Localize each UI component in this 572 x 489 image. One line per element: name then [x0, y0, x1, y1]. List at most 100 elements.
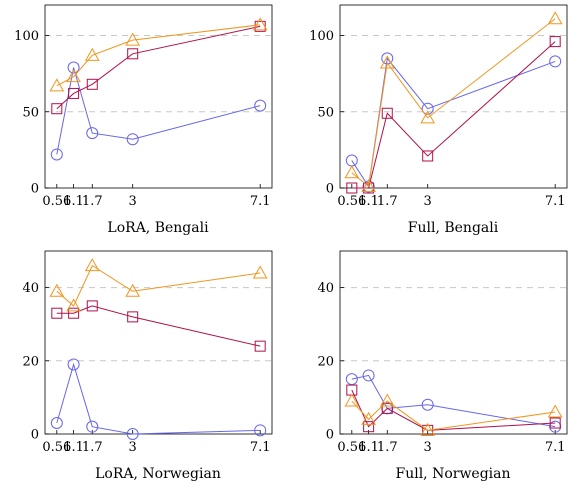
gridlines: [340, 35, 567, 189]
data-point-square: [549, 36, 561, 48]
x-tick-label: 3: [424, 440, 432, 455]
data-point-circle: [126, 133, 139, 146]
y-tick-label: 20: [22, 354, 39, 369]
panel-title: Full, Bengali: [408, 220, 499, 236]
data-point-triangle: [66, 69, 81, 83]
x-tick-label: 1.7: [377, 194, 398, 209]
data-point-circle: [362, 369, 375, 382]
data-point-triangle: [420, 110, 436, 124]
data-point-triangle: [361, 411, 376, 425]
y-tick-label: 0: [31, 428, 39, 443]
data-point-triangle: [252, 265, 268, 279]
plot-frame: [339, 250, 568, 435]
series-line-red: [351, 41, 556, 189]
data-point-triangle: [547, 11, 563, 25]
plot-frame: [44, 4, 273, 189]
y-tick-label: 40: [317, 281, 334, 296]
data-point-circle: [254, 99, 267, 112]
panel-title: Full, Norwegian: [395, 466, 510, 482]
data-point-triangle: [379, 55, 395, 69]
x-tick-labels: 0.561.11.7 3 7.1: [42, 440, 270, 455]
x-tick-labels: 0.561.11.7 3 7.1: [337, 440, 565, 455]
y-tick-label: 50: [317, 105, 334, 120]
series-line-orange: [56, 24, 261, 87]
data-point-circle: [126, 428, 139, 440]
data-point-circle: [421, 102, 434, 115]
series-line-red: [351, 389, 556, 431]
data-point-circle: [67, 61, 80, 74]
y-tick-label: 100: [14, 29, 39, 44]
gridlines: [45, 35, 272, 189]
y-tick-labels: 0 20 40: [317, 281, 334, 442]
data-point-triangle: [379, 393, 395, 407]
x-tick-label: 1.1: [358, 440, 379, 455]
x-tick-label: 7.1: [250, 440, 271, 455]
y-tick-label: 0: [326, 182, 334, 197]
x-tick-label: 7.1: [545, 440, 566, 455]
series-line-blue: [351, 374, 556, 428]
series-line-orange: [351, 400, 556, 431]
x-tick-label: 0.56: [337, 194, 366, 209]
data-point-square: [363, 421, 375, 433]
data-point-circle: [50, 417, 63, 430]
x-tick-label: 1.1: [63, 194, 84, 209]
plot-frame: [44, 250, 273, 435]
series-line-blue: [56, 362, 261, 435]
x-tick-label: 3: [129, 194, 137, 209]
data-point-triangle: [125, 283, 141, 297]
data-point-square: [86, 300, 98, 312]
panel-title: LoRA, Bengali: [107, 220, 209, 236]
data-point-square: [68, 87, 80, 99]
series-line-orange: [56, 264, 261, 307]
x-tick-label: 0.56: [42, 440, 71, 455]
x-tick-label: 7.1: [250, 194, 271, 209]
x-tick-label: 3: [129, 440, 137, 455]
data-point-square: [346, 182, 358, 194]
y-tick-label: 50: [22, 105, 39, 120]
series-layer: [49, 17, 268, 161]
data-point-circle: [345, 154, 358, 167]
series-layer: [49, 258, 268, 440]
data-point-square: [86, 78, 98, 90]
series-line-red: [56, 25, 261, 110]
y-tick-label: 100: [309, 29, 334, 44]
data-point-square: [381, 402, 393, 414]
panel-title: LoRA, Norwegian: [95, 466, 221, 482]
x-tick-label: 1.7: [82, 440, 103, 455]
data-point-triangle: [420, 422, 436, 436]
data-point-square: [422, 150, 434, 162]
data-point-square: [127, 48, 139, 60]
data-point-square: [254, 340, 266, 352]
x-tick-labels: 0.561.11.7 3 7.1: [42, 194, 270, 209]
data-point-triangle: [344, 165, 360, 179]
data-point-square: [51, 103, 63, 115]
y-tick-label: 0: [326, 428, 334, 443]
panel-lora-bengali: 0 50 100 0.561.11.7 3 7.1 LoRA, Bengali: [14, 4, 273, 236]
series-layer: [344, 11, 563, 194]
x-tick-label: 1.1: [358, 194, 379, 209]
data-point-triangle: [125, 32, 141, 46]
data-point-circle: [549, 55, 562, 68]
gridlines: [340, 287, 567, 435]
data-point-square: [381, 107, 393, 119]
data-point-square: [68, 307, 80, 319]
x-tick-label: 1.7: [377, 440, 398, 455]
panel-full-norwegian: 0 20 40 0.561.11.7 3 7.1 Full, Norwegian: [317, 250, 568, 482]
data-point-circle: [86, 420, 99, 433]
data-point-triangle: [49, 78, 65, 92]
y-tick-labels: 0 50 100: [14, 29, 39, 197]
data-point-circle: [86, 127, 99, 140]
y-tick-labels: 0 20 40: [22, 281, 39, 442]
series-line-orange: [351, 18, 556, 188]
data-point-triangle: [84, 258, 100, 272]
x-tick-label: 1.1: [63, 440, 84, 455]
plot-frame: [339, 4, 568, 189]
x-tick-label: 1.7: [82, 194, 103, 209]
series-line-red: [56, 305, 261, 347]
data-point-circle: [50, 148, 63, 161]
x-tick-label: 3: [424, 194, 432, 209]
data-point-triangle: [361, 178, 376, 192]
series-line-blue: [351, 57, 556, 188]
y-tick-label: 40: [22, 281, 39, 296]
